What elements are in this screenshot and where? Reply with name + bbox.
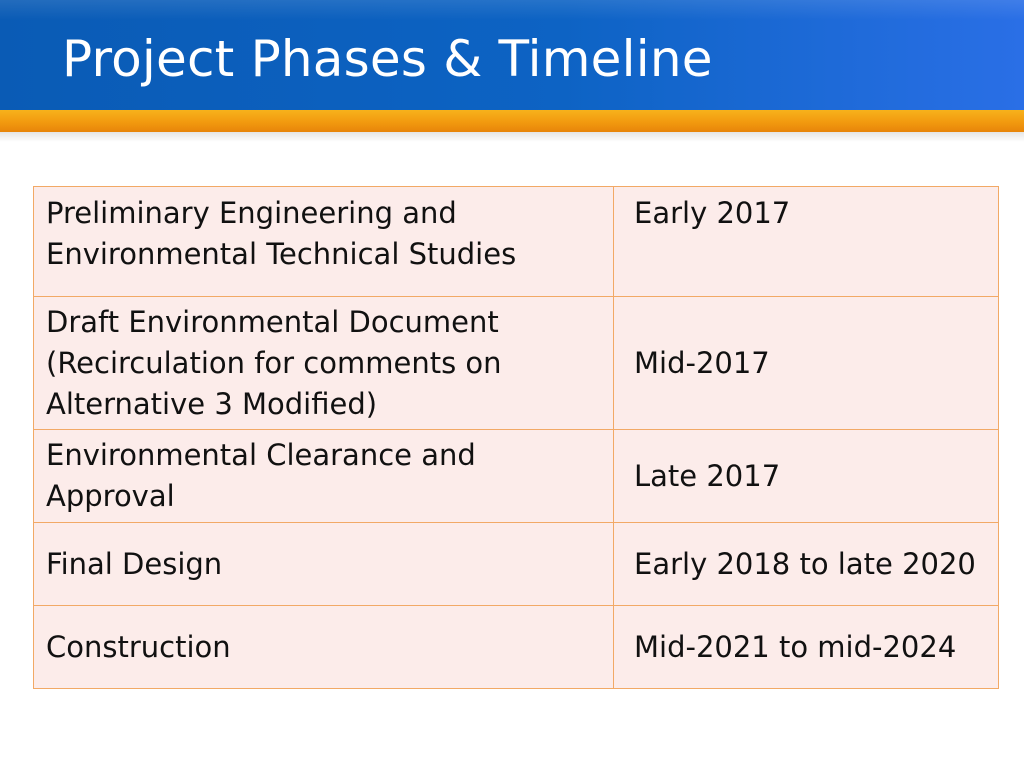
date-cell: Mid-2021 to mid-2024	[613, 605, 999, 689]
slide-title: Project Phases & Timeline	[62, 30, 713, 88]
timeline-table: Preliminary Engineering and Environmenta…	[33, 186, 999, 689]
accent-bar	[0, 110, 1024, 132]
table-row: Construction Mid-2021 to mid-2024	[33, 605, 999, 689]
date-cell: Late 2017	[613, 429, 999, 523]
table-row: Draft Environmental Document (Recirculat…	[33, 296, 999, 430]
accent-bar-shadow	[0, 132, 1024, 142]
phase-cell: Draft Environmental Document (Recirculat…	[33, 296, 614, 430]
table-row: Final Design Early 2018 to late 2020	[33, 522, 999, 606]
table-row: Preliminary Engineering and Environmenta…	[33, 186, 999, 297]
title-bar-highlight	[0, 0, 1024, 20]
date-cell: Early 2017	[613, 186, 999, 297]
phase-cell: Environmental Clearance and Approval	[33, 429, 614, 523]
date-cell: Early 2018 to late 2020	[613, 522, 999, 606]
phase-cell: Preliminary Engineering and Environmenta…	[33, 186, 614, 297]
phase-cell: Construction	[33, 605, 614, 689]
title-bar: Project Phases & Timeline	[0, 0, 1024, 110]
table-row: Environmental Clearance and Approval Lat…	[33, 429, 999, 523]
phase-cell: Final Design	[33, 522, 614, 606]
date-cell: Mid-2017	[613, 296, 999, 430]
